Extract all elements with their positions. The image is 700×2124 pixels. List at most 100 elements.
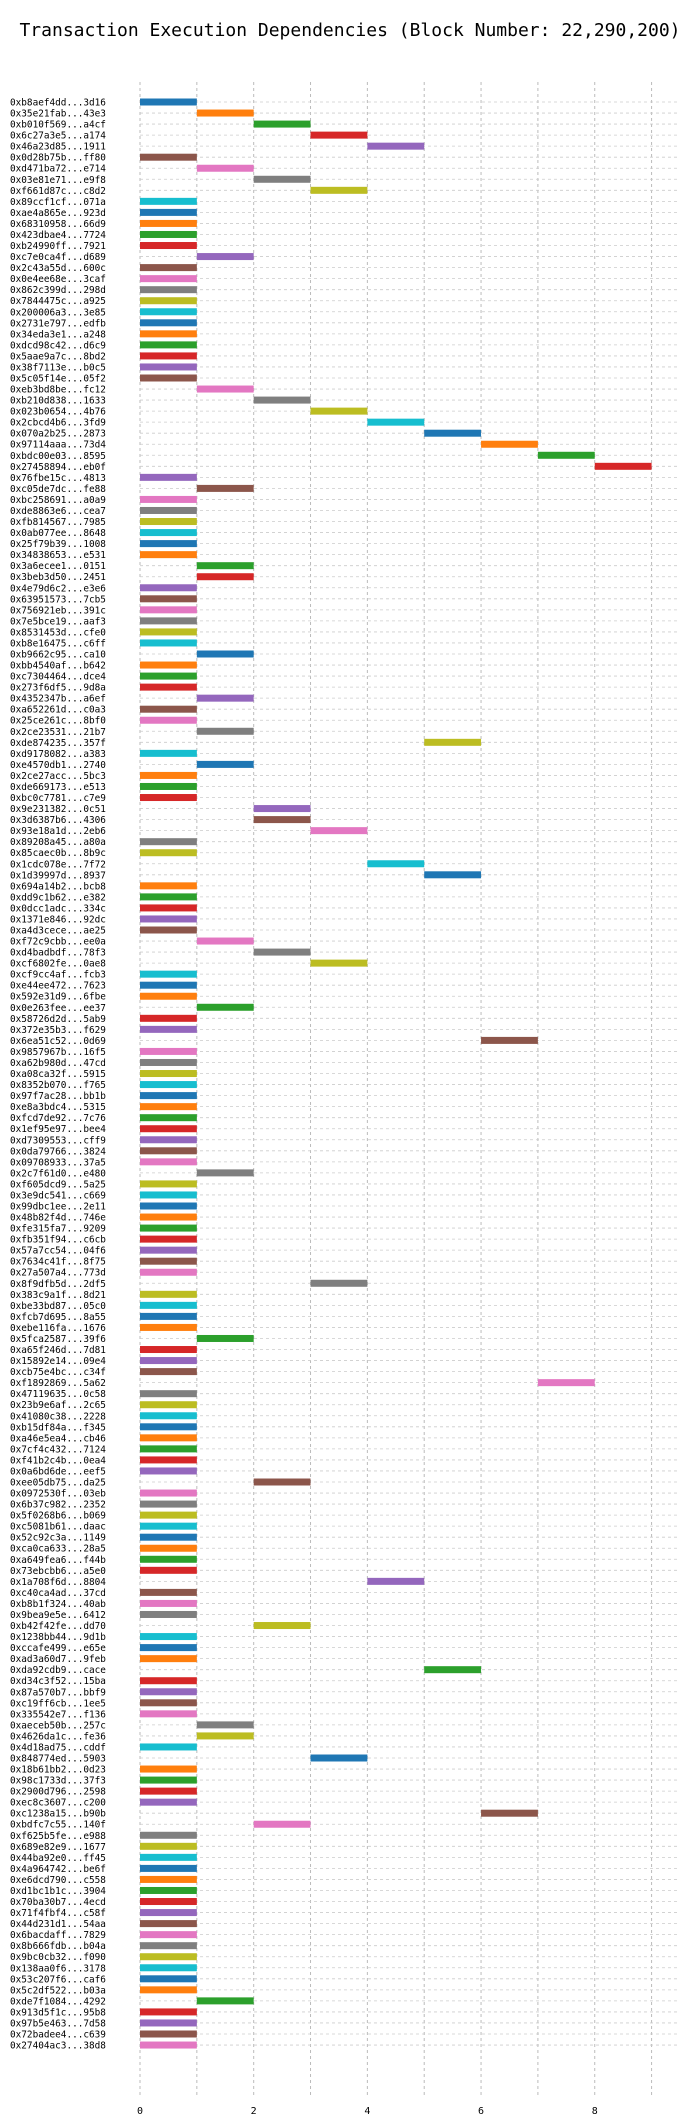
y-tick-label: 0xa62b980d...47cd — [10, 1058, 106, 1069]
y-tick-label: 0xda92cdb9...cace — [10, 1665, 106, 1676]
y-tick-label: 0x7cf4c432...7124 — [10, 1444, 106, 1455]
transaction-bar — [196, 1003, 254, 1011]
y-tick-label: 0xbe33bd87...05c0 — [10, 1301, 106, 1312]
transaction-bar — [140, 904, 197, 912]
y-tick-label: 0x335542e7...f136 — [10, 1709, 106, 1720]
x-tick-label: 4 — [364, 2106, 370, 2117]
transaction-bar — [140, 1323, 197, 1331]
y-tick-label: 0xccafe499...e65e — [10, 1643, 106, 1654]
transaction-bar — [140, 1942, 197, 1950]
transaction-bar — [140, 495, 197, 503]
transaction-bar — [140, 1798, 197, 1806]
y-tick-label: 0x53c207f6...caf6 — [10, 1974, 106, 1985]
y-tick-label: 0x27458894...eb0f — [10, 462, 106, 473]
y-tick-label: 0xbb4540af...b642 — [10, 661, 106, 672]
y-tick-label: 0x87a570b7...bbf9 — [10, 1687, 106, 1698]
transaction-bar — [140, 1456, 197, 1464]
y-tick-label: 0x4626da1c...fe36 — [10, 1731, 106, 1742]
transaction-bar — [140, 1986, 197, 1994]
transaction-bar — [537, 451, 595, 459]
transaction-bar — [140, 926, 197, 934]
transaction-bar — [196, 937, 254, 945]
transaction-bar — [140, 540, 197, 548]
y-tick-label: 0x138aa0f6...3178 — [10, 1963, 106, 1974]
y-tick-label: 0xb010f569...a4cf — [10, 120, 106, 131]
y-tick-label: 0x27404ac3...38d8 — [10, 2041, 106, 2052]
transaction-bar — [140, 1853, 197, 1861]
y-tick-label: 0x18b61bb2...0d23 — [10, 1765, 106, 1776]
x-tick-labels: 0 2 4 6 8 — [137, 2106, 598, 2117]
y-tick-label: 0x34838653...e531 — [10, 550, 106, 561]
y-tick-label: 0x68310958...66d9 — [10, 219, 106, 230]
transaction-bar — [253, 805, 311, 813]
transaction-bar — [140, 849, 197, 857]
transaction-bar — [140, 473, 197, 481]
transaction-bar — [140, 981, 197, 989]
y-tick-label: 0x63951573...7cb5 — [10, 594, 106, 605]
transaction-bar — [196, 1721, 254, 1729]
y-tick-label: 0x3d6387b6...4306 — [10, 815, 106, 826]
y-tick-label: 0xb24990ff...7921 — [10, 241, 106, 252]
transaction-bar — [140, 771, 197, 779]
transaction-bar — [481, 1809, 538, 1817]
transaction-bar — [140, 794, 197, 802]
y-tick-label: 0xc5081b61...daac — [10, 1522, 106, 1533]
transaction-bar — [253, 1622, 311, 1630]
transaction-bar — [140, 330, 197, 338]
transaction-bar — [196, 385, 254, 393]
y-tick-label: 0x2c43a55d...600c — [10, 263, 106, 274]
transaction-bar — [140, 1765, 197, 1773]
y-tick-label: 0x1cdc078e...7f72 — [10, 859, 106, 870]
y-tick-label: 0x1371e846...92dc — [10, 914, 106, 925]
y-tick-label: 0xcf9cc4af...fcb3 — [10, 970, 106, 981]
y-tick-label: 0xd4badbdf...78f3 — [10, 948, 106, 959]
transaction-bar — [140, 716, 197, 724]
transaction-bar — [140, 529, 197, 537]
y-tick-label: 0x7e5bce19...aaf3 — [10, 616, 106, 627]
y-tick-label: 0x8f9dfb5d...2df5 — [10, 1279, 106, 1290]
transaction-bar — [140, 1246, 197, 1254]
transaction-bar — [140, 506, 197, 514]
y-tick-label: 0xa652261d...c0a3 — [10, 705, 106, 716]
y-tick-label: 0x0dcc1adc...334c — [10, 903, 106, 914]
transaction-bar — [140, 782, 197, 790]
transaction-bar — [140, 1644, 197, 1652]
transaction-bar — [140, 1555, 197, 1563]
y-tick-label: 0x46a23d85...1911 — [10, 142, 106, 153]
transaction-bar — [253, 120, 311, 128]
y-tick-label: 0x25f79b39...1008 — [10, 539, 106, 550]
transaction-bar — [140, 230, 197, 238]
transaction-bar — [196, 760, 254, 768]
transaction-bar — [140, 683, 197, 691]
transaction-bar — [140, 595, 197, 603]
y-tick-label: 0x913d5f1c...95b8 — [10, 2007, 106, 2018]
y-tick-label: 0x1d39997d...8937 — [10, 870, 106, 881]
y-tick-label: 0xebe116fa...1676 — [10, 1323, 106, 1334]
y-tick-label: 0x34eda3e1...a248 — [10, 329, 106, 340]
y-tick-label: 0xdcd98c42...d6c9 — [10, 340, 106, 351]
y-tick-label: 0x15892e14...09e4 — [10, 1356, 106, 1367]
transaction-bar — [196, 1732, 254, 1740]
transaction-bar — [140, 319, 197, 327]
y-tick-label: 0x5c05f14e...05f2 — [10, 374, 106, 385]
y-tick-label: 0xfb351f94...c6cb — [10, 1235, 106, 1246]
y-tick-label: 0xd9178082...a383 — [10, 749, 106, 760]
transaction-bar — [196, 109, 254, 117]
y-tick-label: 0xfcd7de92...7c76 — [10, 1113, 106, 1124]
transaction-bar — [140, 1136, 197, 1144]
transaction-bar — [140, 1301, 197, 1309]
y-tick-label: 0x57a7cc54...04f6 — [10, 1246, 106, 1257]
y-tick-label: 0x383c9a1f...8d21 — [10, 1290, 106, 1301]
y-tick-label: 0xfcb7d695...8a55 — [10, 1312, 106, 1323]
transaction-bar — [310, 1279, 368, 1287]
transaction-bar — [140, 551, 197, 559]
transaction-bar — [140, 1831, 197, 1839]
transaction-bar — [140, 264, 197, 272]
transaction-bar — [140, 1257, 197, 1265]
transaction-bar — [140, 1533, 197, 1541]
transaction-bar — [253, 396, 311, 404]
transaction-bar — [140, 1357, 197, 1365]
y-tick-label: 0x6ea51c52...0d69 — [10, 1036, 106, 1047]
y-tick-label: 0x97f7ac28...bb1b — [10, 1091, 106, 1102]
transaction-bar — [140, 1368, 197, 1376]
